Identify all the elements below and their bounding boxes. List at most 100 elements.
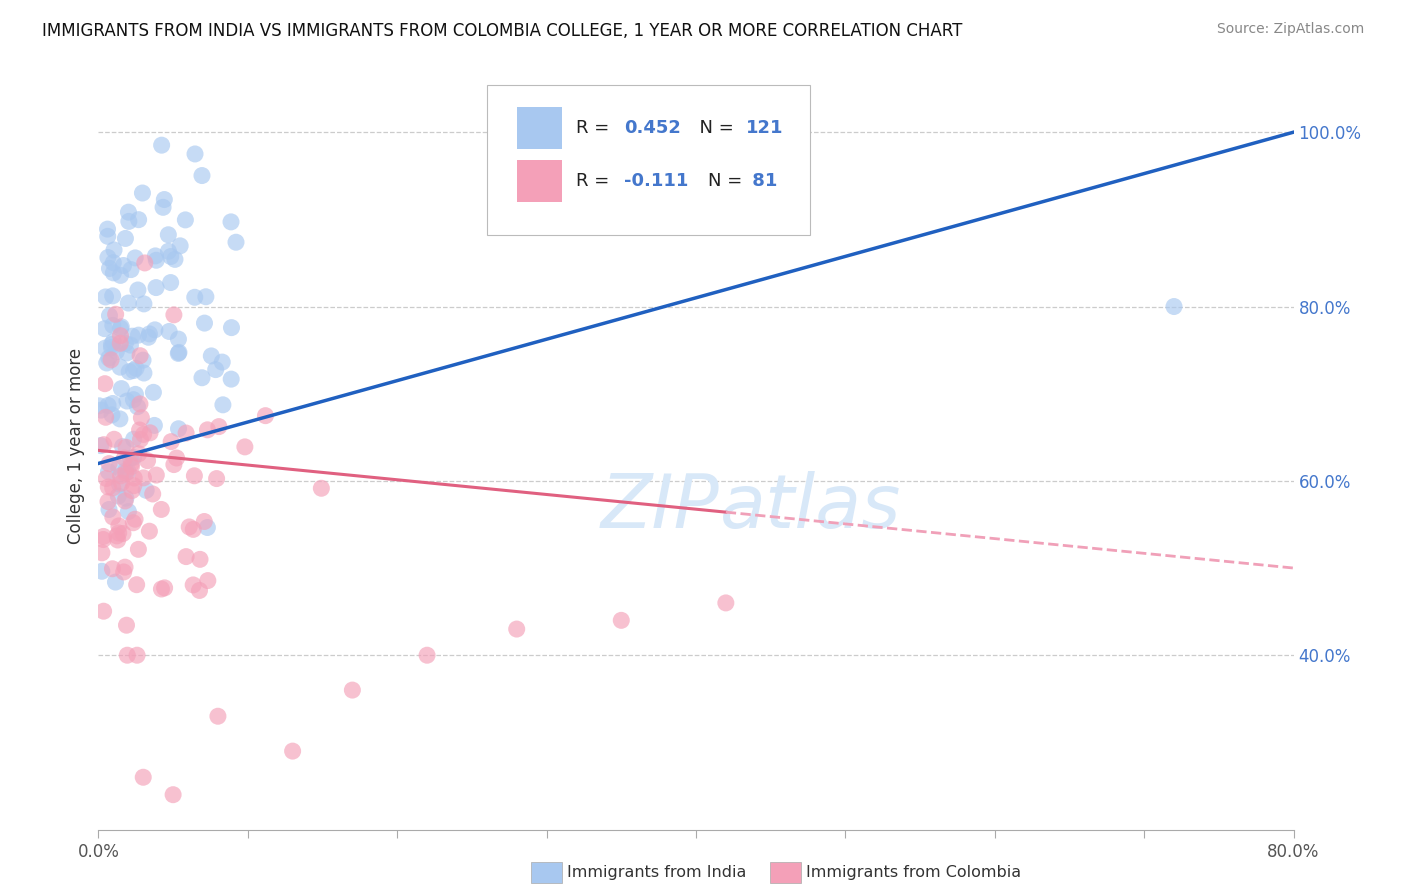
Point (145, 280, 167, 294)
Point (122, 450, 145, 465)
Point (114, 466, 136, 480)
Point (94, 341, 117, 355)
Point (142, 487, 165, 501)
Point (120, 451, 142, 466)
Point (153, 581, 176, 595)
Point (98, 457, 121, 471)
Point (143, 323, 166, 337)
Point (93, 604, 115, 618)
Point (139, 425, 162, 440)
Point (194, 290, 217, 304)
Point (110, 328, 132, 343)
Point (128, 328, 150, 343)
Point (111, 476, 134, 491)
Point (135, 483, 157, 498)
Point (115, 440, 138, 454)
Point (506, 622, 529, 636)
Point (94, 290, 117, 304)
Point (101, 318, 124, 333)
Point (114, 560, 136, 574)
Text: Source: ZipAtlas.com: Source: ZipAtlas.com (1216, 22, 1364, 37)
Point (188, 552, 211, 566)
Point (97, 351, 120, 365)
Point (281, 744, 304, 758)
Point (157, 227, 180, 242)
Point (117, 648, 139, 663)
Point (208, 419, 231, 434)
Point (96, 471, 118, 485)
Point (191, 370, 214, 384)
Point (160, 434, 183, 449)
Point (124, 387, 146, 401)
Point (115, 491, 138, 506)
Text: atlas: atlas (720, 471, 901, 543)
Point (100, 341, 122, 355)
Point (111, 526, 134, 541)
Point (97, 465, 120, 479)
Point (157, 244, 180, 259)
FancyBboxPatch shape (517, 106, 562, 149)
Point (93, 321, 115, 335)
Point (179, 520, 201, 534)
Point (89, 399, 111, 413)
Point (107, 460, 129, 475)
Point (138, 326, 160, 341)
FancyBboxPatch shape (486, 86, 810, 235)
Point (159, 276, 181, 290)
Point (124, 251, 146, 265)
Point (128, 212, 150, 227)
Point (96, 222, 118, 236)
Point (132, 770, 155, 784)
Point (94, 410, 117, 425)
Point (108, 519, 131, 533)
Point (122, 392, 145, 407)
Point (110, 268, 132, 283)
Point (124, 512, 146, 526)
Point (174, 213, 197, 227)
Point (129, 397, 152, 411)
Text: Immigrants from Colombia: Immigrants from Colombia (806, 865, 1021, 880)
Point (101, 408, 124, 422)
Point (125, 361, 148, 376)
Point (233, 440, 256, 454)
Point (108, 360, 131, 375)
Point (90, 439, 112, 453)
Point (128, 423, 150, 437)
Point (205, 472, 228, 486)
Point (110, 336, 132, 351)
Point (132, 427, 155, 442)
Point (90, 403, 112, 417)
Point (112, 565, 135, 579)
Point (93, 529, 115, 543)
Point (122, 432, 145, 446)
Point (97, 480, 120, 494)
Point (142, 385, 165, 400)
Point (90, 546, 112, 560)
Point (150, 502, 173, 516)
Point (117, 505, 139, 519)
Point (122, 479, 145, 493)
Point (97, 251, 120, 265)
Point (311, 481, 333, 495)
Point (93, 438, 115, 452)
Point (96, 356, 118, 370)
Text: -0.111: -0.111 (624, 172, 689, 190)
Point (610, 613, 633, 627)
Point (129, 433, 152, 447)
Text: 0.452: 0.452 (624, 119, 681, 136)
Point (101, 396, 124, 410)
Point (103, 243, 125, 257)
Point (188, 583, 211, 598)
Point (115, 618, 138, 632)
Point (162, 788, 184, 802)
Point (107, 525, 129, 540)
Point (94, 376, 117, 391)
Point (103, 266, 125, 280)
Point (108, 477, 131, 491)
Point (91, 533, 114, 547)
Point (169, 239, 191, 253)
Point (200, 349, 222, 363)
Point (127, 542, 149, 557)
Point (211, 355, 233, 369)
Point (114, 464, 136, 478)
